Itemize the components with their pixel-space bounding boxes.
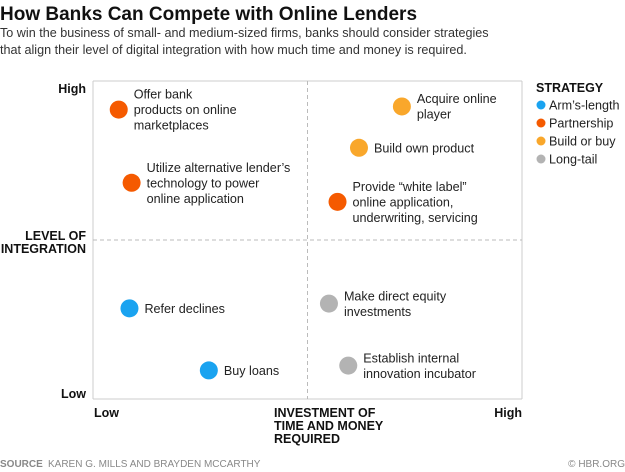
data-point: Establish internal innovation incubator [339, 351, 476, 381]
x-axis-label-line-3: REQUIRED [274, 432, 340, 446]
point-label: Utilize alternative lender’s [147, 161, 291, 175]
credit: © HBR.ORG [568, 459, 625, 470]
point-label: innovation incubator [363, 367, 476, 381]
legend-swatch [536, 136, 546, 146]
legend-label: Long-tail [549, 153, 597, 167]
x-axis-label-line-1: INVESTMENT OF [274, 406, 376, 420]
legend-swatch [536, 154, 546, 164]
point-marker [319, 294, 338, 313]
point-marker [122, 173, 141, 192]
x-tick-high: High [494, 406, 522, 420]
subtitle-line-2: that align their level of digital integr… [0, 43, 467, 57]
point-label: technology to power [147, 176, 260, 190]
point-label: Make direct equity [344, 289, 447, 303]
data-point: Make direct equity investments [319, 289, 447, 319]
legend-swatch [536, 100, 546, 110]
source-text: KAREN G. MILLS AND BRAYDEN MCCARTHY [48, 459, 261, 470]
source-label: SOURCE [0, 459, 43, 470]
point-label: investments [344, 305, 411, 319]
point-label: Buy loans [224, 364, 279, 378]
legend: STRATEGY Arm’s-length Partnership Build or… [536, 81, 619, 167]
point-label: marketplaces [134, 119, 209, 133]
point-label: online application, [353, 195, 454, 209]
data-point: Build own product [349, 138, 475, 157]
point-label: Build own product [374, 141, 475, 155]
y-tick-high: High [58, 82, 86, 96]
point-marker [392, 97, 411, 116]
point-marker [349, 138, 368, 157]
legend-item: Long-tail [536, 153, 597, 167]
point-label: Provide “white label” [353, 180, 467, 194]
point-marker [328, 192, 347, 211]
point-marker [339, 356, 358, 375]
legend-swatch [536, 118, 546, 128]
point-marker [109, 100, 128, 119]
point-label: Acquire online [417, 92, 497, 106]
point-label: underwriting, servicing [353, 211, 478, 225]
legend-item: Partnership [536, 117, 613, 131]
point-label: player [417, 108, 451, 122]
y-axis-label-line-2: INTEGRATION [1, 242, 86, 256]
point-label: online application [147, 192, 244, 206]
legend-title: STRATEGY [536, 81, 604, 95]
point-label: Establish internal [363, 351, 459, 365]
data-point: Buy loans [199, 361, 279, 380]
chart-title: How Banks Can Compete with Online Lender… [0, 4, 417, 25]
subtitle-line-1: To win the business of small- and medium… [0, 26, 489, 40]
point-label: Refer declines [144, 302, 225, 316]
legend-label: Arm’s-length [549, 99, 619, 113]
legend-item: Build or buy [536, 135, 616, 149]
legend-item: Arm’s-length [536, 99, 619, 113]
legend-label: Partnership [549, 117, 613, 131]
x-tick-low: Low [94, 406, 119, 420]
point-marker [199, 361, 218, 380]
point-label: Offer bank [134, 88, 193, 102]
legend-label: Build or buy [549, 135, 616, 149]
data-point: Acquire online player [392, 92, 497, 122]
y-axis-label-line-1: LEVEL OF [25, 229, 86, 243]
x-axis-label-line-2: TIME AND MONEY [274, 419, 384, 433]
data-point: Provide “white label”online application,… [328, 180, 478, 225]
point-marker [120, 299, 139, 318]
y-tick-low: Low [61, 387, 86, 401]
point-label: products on online [134, 103, 237, 117]
plot-frame [92, 80, 523, 400]
data-point: Refer declines [120, 299, 225, 318]
